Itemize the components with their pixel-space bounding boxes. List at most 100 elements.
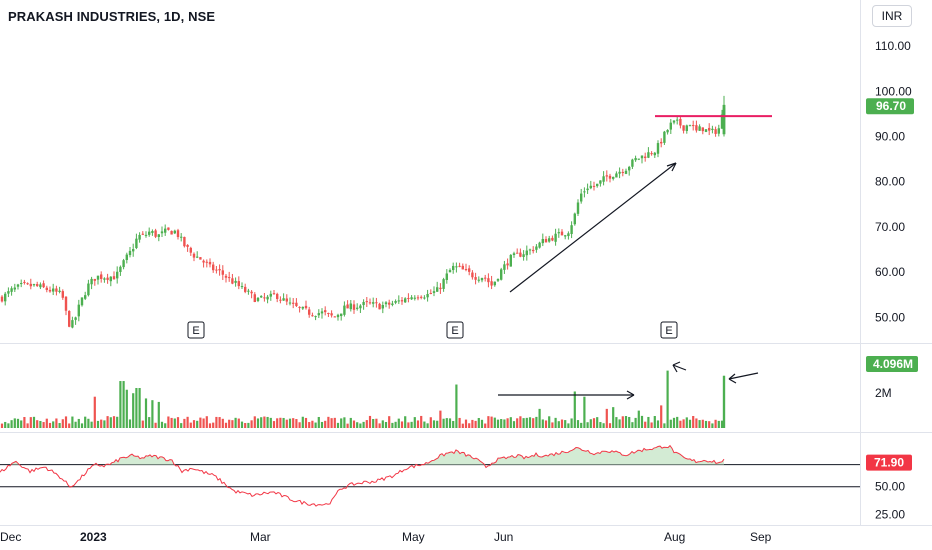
- volume-bar: [592, 418, 596, 428]
- volume-bar: [340, 418, 343, 428]
- candle: [109, 276, 112, 287]
- volume-bar: [170, 417, 173, 428]
- candle: [413, 295, 416, 301]
- candle: [308, 306, 311, 318]
- volume-bar: [685, 417, 688, 428]
- candle: [279, 296, 282, 304]
- candle: [202, 259, 205, 268]
- candle: [464, 263, 468, 272]
- candle: [164, 224, 167, 236]
- candle: [429, 289, 432, 295]
- volume-bar: [554, 417, 557, 428]
- volume-tick-label: 2M: [875, 386, 892, 400]
- volume-bar: [135, 388, 138, 428]
- volume-bar: [596, 417, 599, 428]
- candle: [698, 124, 701, 131]
- breakout-candle: [722, 104, 726, 135]
- volume-bar: [74, 421, 77, 428]
- candle: [87, 279, 90, 297]
- volume-bar: [714, 419, 717, 428]
- candle: [503, 260, 506, 274]
- earnings-marker[interactable]: E: [446, 321, 464, 339]
- price-axis: 110.00 100.00 90.00 80.00 70.00 60.00 50.00 96.…: [866, 39, 918, 521]
- candle: [13, 283, 16, 293]
- candle: [100, 271, 103, 283]
- candle: [272, 289, 276, 295]
- volume-bar: [260, 417, 263, 428]
- volume-bar: [151, 400, 154, 428]
- volume-bar: [362, 421, 365, 428]
- drawing-annotations[interactable]: [498, 115, 772, 400]
- candle: [663, 130, 666, 145]
- earnings-marker[interactable]: E: [660, 321, 678, 339]
- volume-bar: [263, 416, 266, 428]
- volume-bar: [426, 423, 429, 428]
- candle: [154, 228, 157, 239]
- volume-bar: [304, 417, 308, 428]
- candle: [288, 297, 292, 306]
- candle: [327, 312, 330, 318]
- candle: [701, 127, 704, 135]
- volume-bar: [359, 423, 362, 428]
- candle: [112, 271, 116, 280]
- candle: [125, 252, 128, 264]
- volume-bar: [407, 422, 410, 428]
- candle: [704, 129, 708, 133]
- volume-spike-arrow-2[interactable]: [728, 372, 759, 380]
- candle: [660, 138, 663, 148]
- candle: [685, 124, 688, 134]
- candle: [349, 300, 352, 312]
- volume-bar: [90, 421, 93, 428]
- volume-bar: [391, 422, 394, 428]
- candle: [544, 236, 548, 243]
- volume-bar: [624, 416, 628, 428]
- candle: [244, 283, 247, 294]
- volume-bar: [541, 419, 544, 428]
- volume-bar: [388, 416, 391, 428]
- time-tick-label: Aug: [664, 530, 685, 544]
- volume-bar: [640, 415, 644, 428]
- volume-bar: [349, 417, 352, 428]
- volume-spike-arrow-1[interactable]: [672, 364, 687, 371]
- time-tick-label: Dec: [0, 530, 21, 544]
- candle: [720, 109, 724, 129]
- candle: [330, 310, 333, 318]
- rsi-tick-label: 50.00: [875, 480, 905, 494]
- volume-bar: [106, 416, 109, 428]
- volume-bar: [631, 422, 634, 428]
- last-price-label: 96.70: [876, 99, 906, 113]
- candle: [208, 258, 212, 268]
- candle: [128, 246, 132, 258]
- volume-bar: [256, 418, 260, 428]
- candle: [484, 274, 487, 282]
- volume-bar: [717, 420, 720, 428]
- volume-bar: [164, 423, 167, 428]
- candle: [400, 297, 404, 305]
- volume-bar: [618, 419, 621, 428]
- candle: [218, 264, 221, 276]
- volume-bar: [224, 422, 228, 428]
- earnings-marker[interactable]: E: [187, 321, 205, 339]
- volume-bar: [580, 422, 583, 428]
- volume-bar: [346, 423, 349, 428]
- candle: [391, 300, 394, 307]
- volume-bar: [656, 420, 660, 428]
- candle: [477, 276, 480, 283]
- candle: [538, 241, 541, 249]
- currency-selector[interactable]: INR: [872, 5, 912, 27]
- candle: [602, 171, 605, 186]
- candle: [634, 155, 637, 162]
- volume-bar: [0, 423, 4, 428]
- volume-bar: [48, 422, 52, 428]
- trend-arrow-line[interactable]: [509, 162, 677, 293]
- candle: [608, 173, 612, 183]
- candle: [336, 313, 340, 321]
- volume-bar: [29, 417, 32, 428]
- candle: [586, 183, 589, 194]
- volume-bar: [653, 416, 656, 428]
- candle: [250, 290, 253, 299]
- volume-bar: [698, 420, 701, 428]
- rsi-line: [0, 444, 725, 507]
